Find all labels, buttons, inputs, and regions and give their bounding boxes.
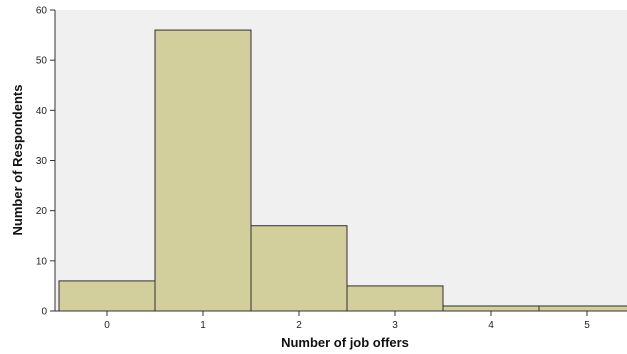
x-axis: 0 1 2 3 4 5 xyxy=(55,310,627,331)
bar-4 xyxy=(442,305,540,312)
x-tick-label: 3 xyxy=(392,320,398,331)
y-axis: 0 10 20 30 40 50 60 xyxy=(36,6,56,318)
bar-3 xyxy=(346,285,444,312)
x-tick-label: 2 xyxy=(296,320,302,331)
x-tick-label: 5 xyxy=(584,320,590,331)
bar-2 xyxy=(250,225,348,312)
y-tick-label: 20 xyxy=(36,206,48,217)
y-axis-title: Number of Respondents xyxy=(10,85,25,236)
y-tick-label: 0 xyxy=(41,307,47,318)
y-tick-label: 30 xyxy=(36,156,48,167)
y-tick-label: 10 xyxy=(36,256,48,267)
x-tick-label: 4 xyxy=(488,320,494,331)
y-tick-label: 40 xyxy=(36,106,48,117)
y-tick-label: 60 xyxy=(36,6,48,17)
bars-group xyxy=(58,29,627,312)
bar-1 xyxy=(154,29,252,312)
bar-5 xyxy=(538,305,627,312)
y-tick-label: 50 xyxy=(36,56,48,67)
x-tick-label: 0 xyxy=(104,320,110,331)
x-tick-label: 1 xyxy=(200,320,206,331)
x-axis-title: Number of job offers xyxy=(281,335,409,350)
bar-0 xyxy=(58,280,156,312)
